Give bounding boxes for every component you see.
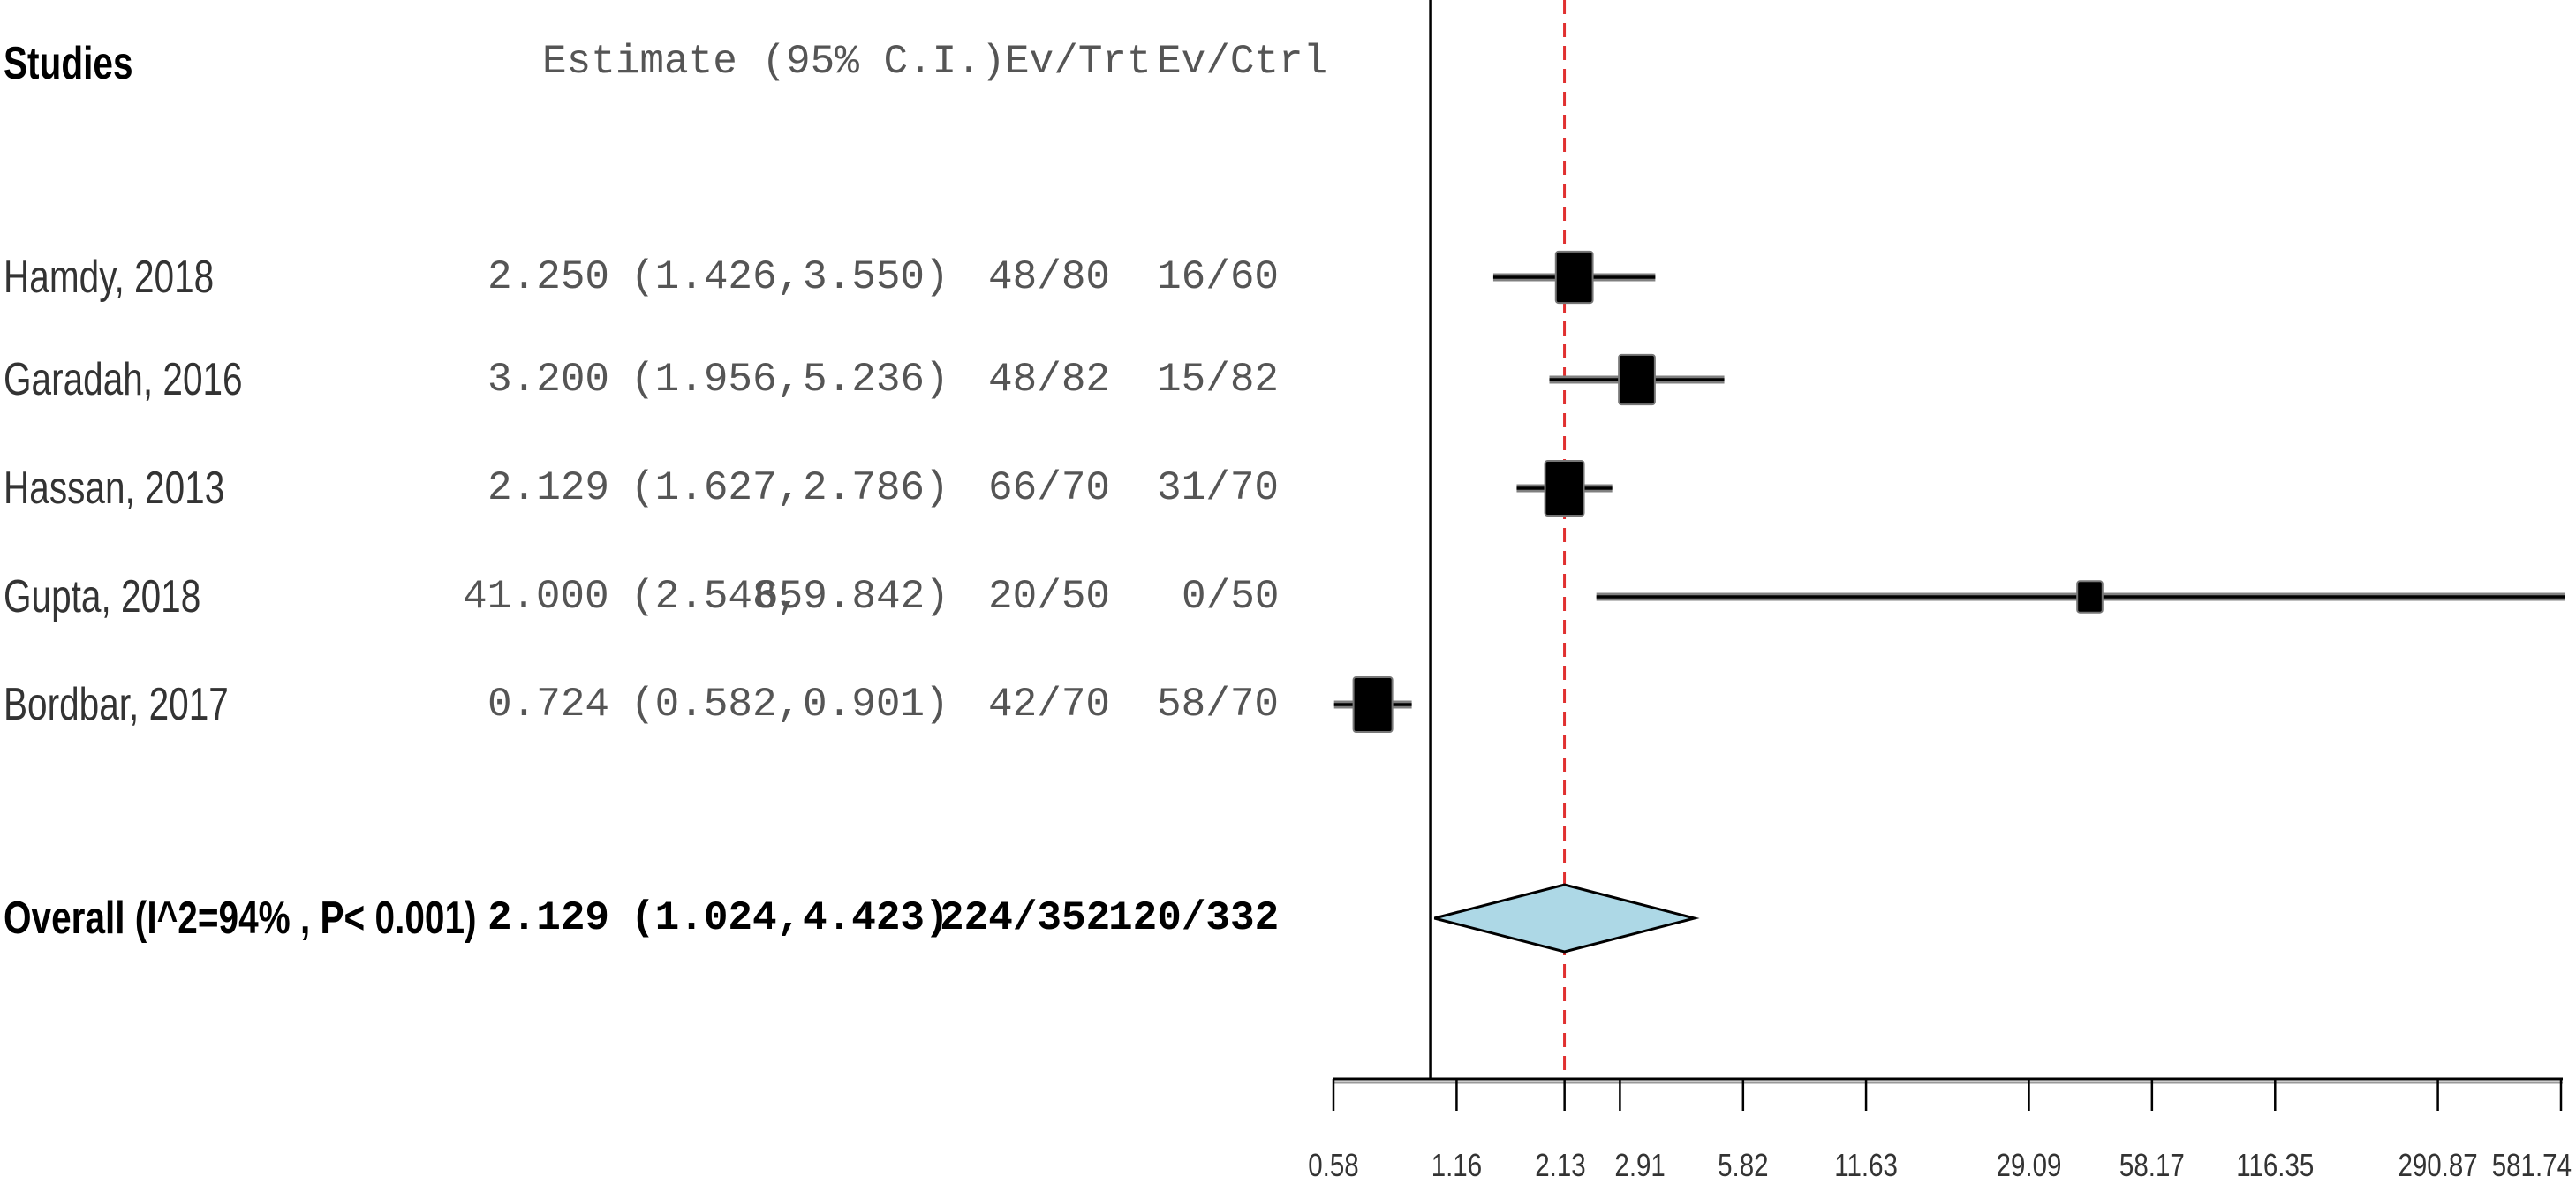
study-table: Studies Estimate (95% C.I.) Ev/Trt Ev/Ct… — [4, 38, 1328, 944]
study-box — [2076, 580, 2104, 614]
x-tick-label: 11.63 — [1834, 1147, 1898, 1182]
study-box — [1352, 676, 1394, 733]
study-estimate: 3.200 — [487, 357, 610, 403]
x-tick-label: 581.74 — [2492, 1147, 2572, 1182]
study-box — [1544, 460, 1585, 517]
study-name: Hamdy, 2018 — [4, 252, 215, 303]
x-tick-label: 1.16 — [1432, 1147, 1482, 1182]
x-tick-label: 290.87 — [2398, 1147, 2477, 1182]
study-ev-trt: 20/50 — [988, 574, 1111, 620]
x-tick-label: 29.09 — [1997, 1147, 2062, 1182]
study-name: Bordbar, 2017 — [4, 679, 229, 730]
study-ci-lower: (1.426, — [631, 254, 802, 300]
ev-trt-header: Ev/Trt — [1005, 39, 1152, 85]
study-ev-ctrl: 15/82 — [1157, 357, 1280, 403]
study-ci-upper: 5.236) — [803, 357, 949, 403]
estimate-header: Estimate (95% C.I.) — [542, 39, 1006, 85]
study-ci-upper: 659.842) — [754, 574, 949, 620]
x-tick-label: 0.58 — [1308, 1147, 1358, 1182]
study-ev-trt: 48/80 — [988, 254, 1111, 300]
study-box — [1618, 353, 1656, 406]
study-ev-ctrl: 16/60 — [1157, 254, 1280, 300]
overall-ci-lower: (1.024, — [631, 895, 802, 941]
overall-diamond — [1433, 883, 1700, 954]
study-ci-lower: (2.548, — [631, 574, 802, 620]
study-estimate: 2.129 — [487, 465, 610, 511]
x-tick-label: 58.17 — [2119, 1147, 2185, 1182]
study-ci-upper: 3.550) — [803, 254, 949, 300]
study-name: Gupta, 2018 — [4, 571, 201, 622]
study-ev-ctrl: 58/70 — [1157, 682, 1280, 728]
study-ev-ctrl: 31/70 — [1157, 465, 1280, 511]
study-ev-ctrl: 0/50 — [1182, 574, 1280, 620]
study-estimate: 41.000 — [463, 574, 609, 620]
study-estimate: 2.250 — [487, 254, 610, 300]
x-tick-label: 5.82 — [1718, 1147, 1768, 1182]
study-estimate: 0.724 — [487, 682, 610, 728]
overall-ev-trt: 224/352 — [940, 895, 1111, 941]
x-tick-label: 2.91 — [1614, 1147, 1665, 1182]
study-ev-trt: 42/70 — [988, 682, 1111, 728]
overall-estimate: 2.129 — [487, 895, 610, 941]
study-name: Hassan, 2013 — [4, 463, 225, 514]
overall-ev-ctrl: 120/332 — [1108, 895, 1280, 941]
study-ev-trt: 48/82 — [988, 357, 1111, 403]
study-ci-upper: 0.901) — [803, 682, 949, 728]
study-ci-lower: (1.956, — [631, 357, 802, 403]
ev-ctrl-header: Ev/Ctrl — [1157, 39, 1328, 85]
x-tick-label: 2.13 — [1535, 1147, 1585, 1182]
overall-label: Overall (I^2=94% , P< 0.001) — [4, 893, 477, 944]
study-ci-upper: 2.786) — [803, 465, 949, 511]
study-ci-lower: (1.627, — [631, 465, 802, 511]
studies-header: Studies — [4, 38, 133, 89]
study-name: Garadah, 2016 — [4, 354, 243, 405]
x-tick-label: 116.35 — [2236, 1147, 2314, 1182]
overall-ci-upper: 4.423) — [803, 895, 949, 941]
study-ev-trt: 66/70 — [988, 465, 1111, 511]
study-ci-lower: (0.582, — [631, 682, 802, 728]
study-box — [1554, 250, 1594, 305]
